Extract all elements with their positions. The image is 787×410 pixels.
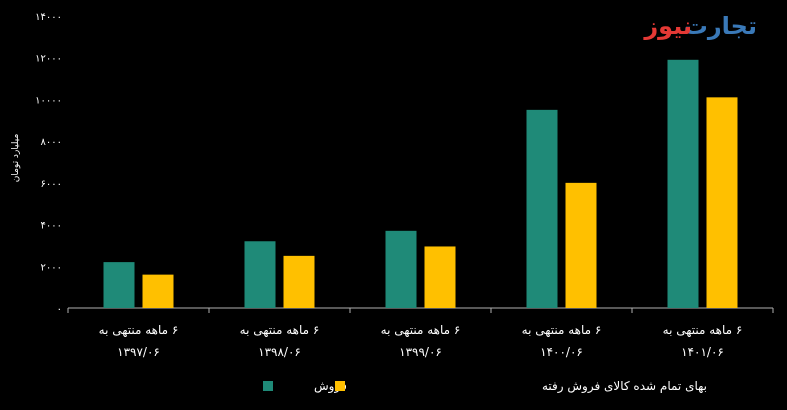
y-tick-label: ۲۰۰۰ — [41, 262, 62, 273]
bar-series-1-cat-3 — [385, 230, 417, 308]
bar-series-2-cat-3 — [424, 246, 456, 308]
category-label-line1: ۶ ماهه منتهی به — [522, 323, 602, 337]
category-label-line2: ۱۴۰۱/۰۶ — [681, 345, 724, 359]
y-tick-label: ۶۰۰۰ — [41, 179, 62, 190]
bar-series-2-cat-1 — [142, 274, 174, 308]
bar-series-1-cat-2 — [244, 241, 276, 308]
legend-swatch-series-2 — [335, 381, 345, 391]
y-tick-label: ۸۰۰۰ — [41, 137, 62, 148]
category-label-line1: ۶ ماهه منتهی به — [99, 323, 179, 337]
category-label-line2: ۱۳۹۸/۰۶ — [258, 345, 301, 359]
legend-swatch-series-1 — [263, 381, 273, 391]
bar-series-1-cat-4 — [526, 109, 558, 308]
category-label-line1: ۶ ماهه منتهی به — [240, 323, 320, 337]
logo-text-red: نیوز — [643, 12, 692, 40]
y-tick-label: ۱۴۰۰۰ — [35, 12, 62, 23]
y-tick-labels: ۰ ۲۰۰۰ ۴۰۰۰ ۶۰۰۰ ۸۰۰۰ ۱۰۰۰۰ ۱۲۰۰۰ ۱۴۰۰۰ — [35, 12, 62, 315]
bar-series-2-cat-4 — [565, 182, 597, 308]
category-label-line2: ۱۳۹۷/۰۶ — [117, 345, 160, 359]
legend: فروش بهای تمام شده کالای فروش رفته — [263, 379, 707, 394]
logo: تجارت نیوز — [643, 12, 757, 40]
category-labels: ۶ ماهه منتهی به ۱۳۹۷/۰۶ ۶ ماهه منتهی به ۱۳۹… — [99, 323, 743, 359]
y-tick-label: ۱۲۰۰۰ — [35, 54, 62, 65]
bar-series-1-cat-5 — [667, 59, 699, 308]
category-label-line1: ۶ ماهه منتهی به — [381, 323, 461, 337]
y-tick-label: ۰ — [57, 304, 62, 315]
bar-series-1-cat-1 — [103, 262, 135, 308]
y-axis-label: میلیارد تومان — [11, 134, 21, 183]
bar-series-2-cat-2 — [283, 255, 315, 308]
logo-text-blue: تجارت — [684, 12, 757, 40]
y-tick-label: ۴۰۰۰ — [41, 221, 62, 232]
bars — [67, 59, 774, 313]
category-label-line2: ۱۴۰۰/۰۶ — [540, 345, 583, 359]
category-label-line2: ۱۳۹۹/۰۶ — [399, 345, 442, 359]
category-label-line1: ۶ ماهه منتهی به — [663, 323, 743, 337]
legend-label-series-2: بهای تمام شده کالای فروش رفته — [542, 379, 707, 394]
bar-series-2-cat-5 — [706, 97, 738, 308]
y-tick-label: ۱۰۰۰۰ — [35, 95, 62, 106]
